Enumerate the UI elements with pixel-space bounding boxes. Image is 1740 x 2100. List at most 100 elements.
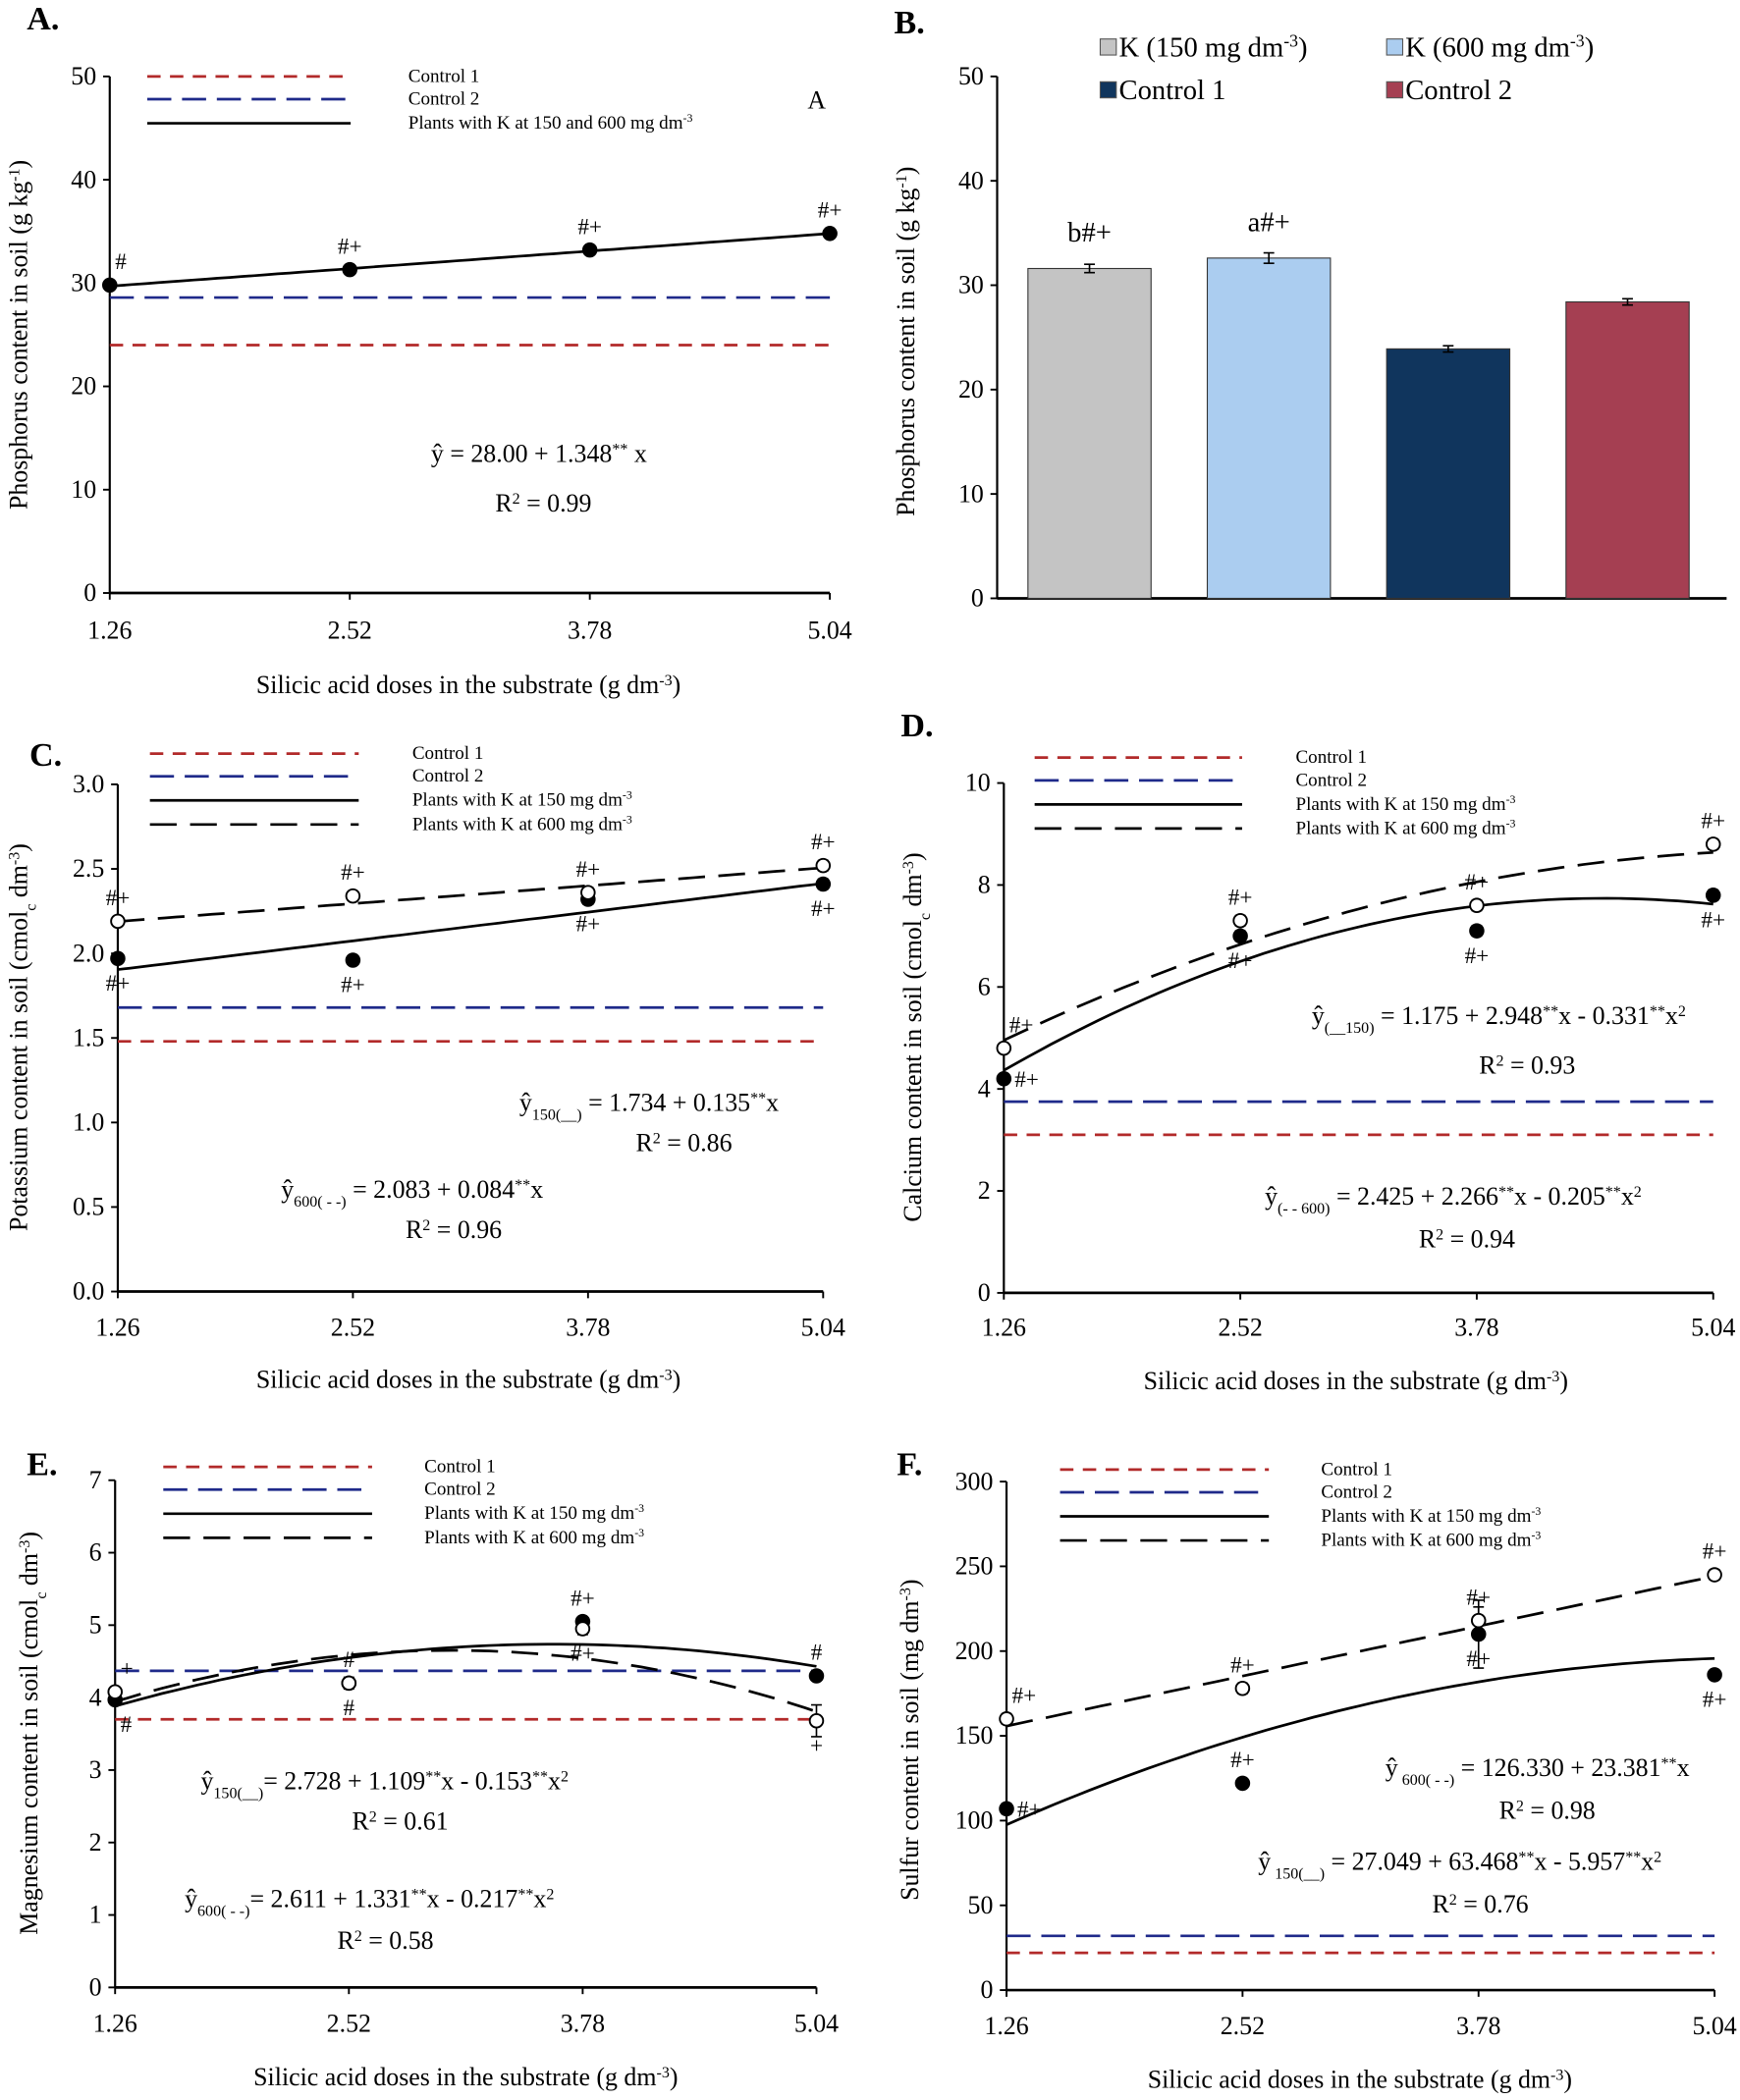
text-run: ): [673, 1366, 681, 1394]
y-tick-label: 1: [89, 1901, 102, 1929]
fit-curve-solid: [1003, 896, 1713, 1072]
legend-label: Plants with K at 150 mg dm-3: [424, 1501, 644, 1524]
point-annotation: #+: [1701, 908, 1725, 934]
text-run: = 0.96: [430, 1215, 502, 1244]
text-run: Plants with K at 150 mg dm: [412, 790, 623, 811]
text-run: ): [1559, 1367, 1568, 1395]
y-tick-label: 1.0: [73, 1108, 104, 1137]
text-run: ŷ: [1312, 1001, 1325, 1030]
x-axis-title: Silicic acid doses in the substrate (g d…: [1148, 2066, 1572, 2094]
data-point-open: [574, 1621, 591, 1637]
text-sub: 600( - -): [197, 1903, 249, 1919]
text-sup: **: [517, 1886, 533, 1903]
text-run: x: [548, 1767, 561, 1796]
text-run: R: [495, 489, 513, 517]
text-run: ŷ: [431, 439, 444, 467]
text-sup: 2: [1634, 1183, 1642, 1200]
text-run: x: [1621, 1182, 1634, 1211]
r-squared: R2 = 0.61: [352, 1806, 448, 1835]
text-run: = 0.86: [661, 1128, 733, 1157]
bar: [1027, 267, 1152, 600]
r-squared: R2 = 0.96: [406, 1215, 502, 1244]
text-sup: -3: [1531, 1529, 1541, 1542]
panel-letter: B.: [895, 5, 925, 41]
y-tick-label: 7: [89, 1466, 102, 1494]
text-run: = 2.611 + 1.331: [250, 1885, 411, 1913]
legend-label: Control 2: [424, 1480, 496, 1500]
text-sup: -3: [6, 852, 23, 865]
data-point-open: [1470, 1612, 1487, 1629]
text-run: Plants with K at 150 and 600 mg dm: [408, 113, 683, 134]
data-point-open: [1232, 913, 1248, 929]
text-sup: -3: [1506, 816, 1516, 830]
x-tick-label: 1.26: [93, 2009, 137, 2037]
legend-label: Control 2: [1295, 770, 1367, 790]
data-point-filled: [996, 1071, 1012, 1087]
text-run: = 1.734 + 0.135: [582, 1089, 751, 1117]
text-sup: -3: [659, 1367, 672, 1383]
point-annotation: #+: [1466, 1585, 1491, 1610]
data-point-open: [1707, 1567, 1722, 1583]
text-run: = 1.175 + 2.948: [1375, 1001, 1544, 1030]
text-run: ŷ: [519, 1089, 532, 1117]
x-tick-label: 5.04: [807, 616, 851, 644]
y-tick-label: 30: [958, 271, 984, 299]
text-run: Control 2: [424, 1480, 496, 1500]
panel-f: F. 0 50 100 150 200 250 300 Sulfur content in so…: [896, 1446, 1737, 2093]
text-run: Control 1: [412, 743, 484, 764]
legend-label: Plants with K at 600 mg dm-3: [412, 812, 632, 835]
text-sup: **: [1650, 1002, 1665, 1019]
text-run: = 0.61: [377, 1806, 449, 1835]
y-axis-title: Potassium content in soil (cmolc dm-3): [4, 843, 39, 1231]
text-sup: -3: [657, 2064, 670, 2080]
text-sup: -1: [6, 168, 23, 181]
text-run: Silicic acid doses in the substrate (g d…: [1148, 2066, 1550, 2094]
text-run: ŷ: [1258, 1847, 1271, 1875]
text-sup: 2: [653, 1130, 661, 1147]
text-run: Control 1: [1119, 75, 1226, 106]
y-tick-label: 10: [71, 475, 96, 504]
regression-equation: ŷ150(__)= 2.728 + 1.109**x - 0.153**x2: [200, 1767, 569, 1803]
text-run: x: [766, 1089, 779, 1117]
text-run: x - 0.331: [1558, 1001, 1650, 1030]
fit-curve-solid: [114, 1642, 817, 1708]
r-squared: R2 = 0.76: [1432, 1890, 1528, 1918]
point-annotation: #+: [811, 896, 836, 922]
legend-label: Plants with K at 150 mg dm-3: [1321, 1504, 1541, 1527]
r-squared: R2 = 0.58: [337, 1926, 433, 1955]
y-tick-label: 20: [71, 372, 96, 401]
point-annotation: #+: [1230, 1652, 1255, 1678]
text-run: Potassium content in soil (cmol: [4, 911, 32, 1231]
text-sub: c: [23, 904, 39, 911]
text-run: Silicic acid doses in the substrate (g d…: [256, 1366, 659, 1394]
legend-label: Control 2: [1405, 75, 1512, 106]
data-point-filled: [581, 242, 598, 258]
data-point-filled: [815, 876, 832, 892]
text-sup: **: [1605, 1183, 1621, 1200]
fit-curve-dashed: [1003, 850, 1713, 1042]
point-annotation: #+: [1228, 885, 1253, 910]
y-tick-label: 2.0: [73, 939, 104, 967]
text-sup: -3: [659, 673, 672, 689]
legend-label: Plants with K at 600 mg dm-3: [1321, 1529, 1541, 1551]
data-point-open: [1234, 1680, 1251, 1696]
text-sup: -3: [1531, 1504, 1541, 1518]
text-run: = 0.76: [1457, 1890, 1529, 1918]
text-sub: c: [916, 913, 933, 920]
data-point-open: [110, 913, 126, 930]
text-run: ): [896, 1579, 924, 1588]
text-sup: **: [612, 441, 627, 458]
point-annotation: #+: [576, 912, 601, 938]
text-sub: 150(__): [1271, 1865, 1325, 1882]
x-tick-label: 2.52: [328, 616, 372, 644]
text-run: x - 5.957: [1534, 1847, 1625, 1875]
legend-label: Plants with K at 150 mg dm-3: [1295, 792, 1515, 815]
legend-label: Plants with K at 600 mg dm-3: [424, 1526, 644, 1548]
regression-equation: ŷ600( - -)= 2.611 + 1.331**x - 0.217**x2: [185, 1885, 554, 1920]
panel-a: A. 0 10 20 30 40 50 Phosphorus content in soil …: [4, 1, 852, 699]
text-sup: **: [411, 1886, 427, 1903]
y-tick-label: 0: [978, 1278, 991, 1307]
r-squared: R2 = 0.93: [1479, 1050, 1575, 1079]
x-tick-label: 2.52: [331, 1314, 375, 1342]
x-tick-label: 2.52: [327, 2009, 371, 2037]
